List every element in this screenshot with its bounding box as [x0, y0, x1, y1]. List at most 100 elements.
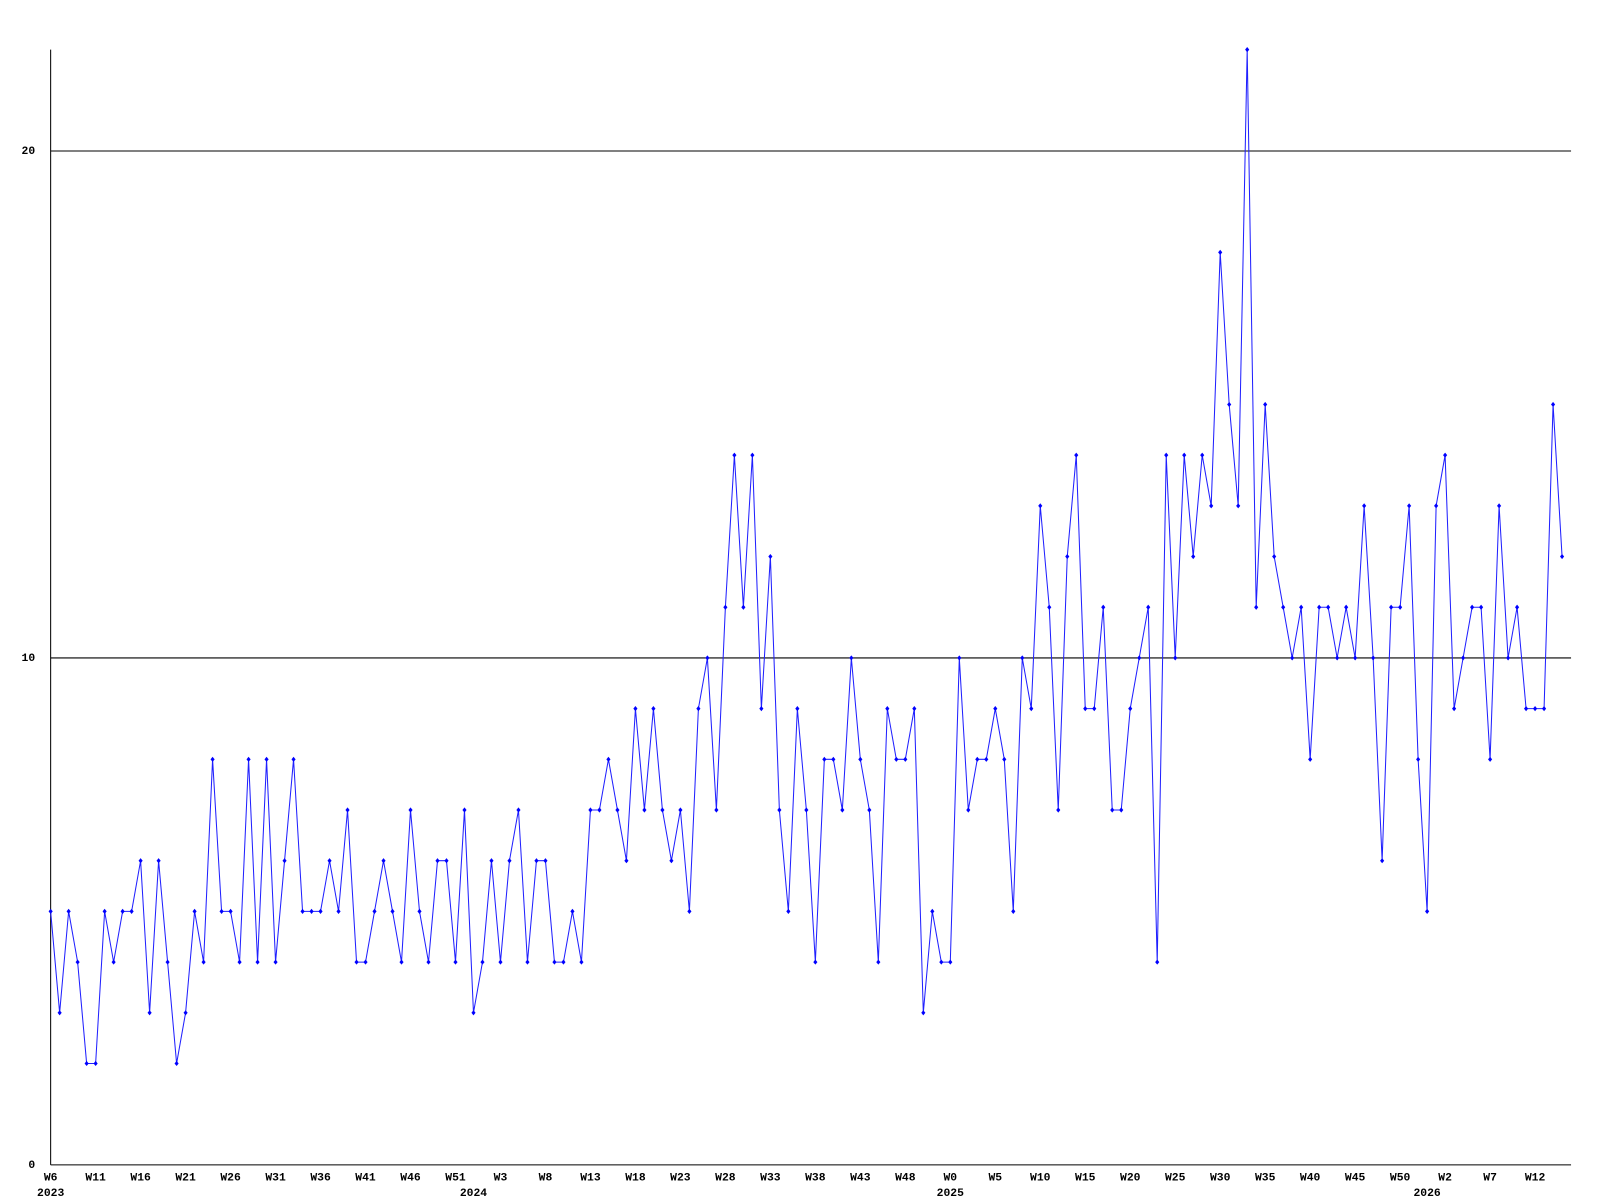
x-tick-label: W13: [580, 1172, 601, 1184]
point: [858, 756, 863, 762]
point: [183, 1010, 188, 1016]
point: [1371, 655, 1376, 661]
point: [102, 908, 107, 914]
point: [426, 959, 431, 965]
x-tick-label: W12: [1525, 1172, 1546, 1184]
point: [507, 858, 512, 864]
point: [1550, 401, 1556, 408]
point: [1559, 553, 1565, 560]
x-tick-label: W3: [494, 1172, 508, 1184]
point: [1425, 908, 1430, 914]
point: [669, 858, 674, 864]
point: [1002, 756, 1007, 762]
x-tick-label: W50: [1390, 1172, 1411, 1184]
point: [156, 858, 161, 864]
point: [1029, 706, 1034, 712]
point: [300, 908, 305, 914]
x-tick-label: W43: [850, 1172, 871, 1184]
point: [1074, 452, 1079, 458]
point: [390, 908, 395, 914]
point: [201, 959, 206, 965]
point: [813, 959, 818, 965]
point: [561, 959, 566, 965]
point: [1083, 706, 1088, 712]
point: [597, 807, 602, 813]
x-tick-label: W48: [895, 1172, 916, 1184]
point: [282, 858, 287, 864]
point: [444, 858, 449, 864]
point: [75, 959, 80, 965]
point: [1011, 908, 1016, 914]
point: [318, 908, 323, 914]
point: [696, 706, 701, 712]
point: [777, 807, 782, 813]
point: [786, 908, 791, 914]
point: [399, 959, 404, 965]
point: [291, 756, 296, 762]
point: [912, 706, 917, 712]
point: [921, 1010, 926, 1016]
year-label: 2025: [937, 1188, 964, 1200]
point: [1362, 503, 1367, 509]
x-tick-label: W2: [1438, 1172, 1452, 1184]
point: [327, 858, 332, 864]
point: [705, 655, 710, 661]
x-tick-label: W36: [310, 1172, 331, 1184]
point: [903, 756, 908, 762]
point: [246, 756, 251, 762]
point: [849, 655, 854, 661]
point: [867, 807, 872, 813]
year-label: 2023: [37, 1188, 64, 1200]
line: [50, 49, 1563, 1064]
point: [1128, 706, 1133, 712]
point: [354, 959, 359, 965]
x-tick-label: W25: [1165, 1172, 1186, 1184]
point: [552, 959, 557, 965]
point: [453, 959, 458, 965]
point: [1146, 604, 1151, 610]
point: [525, 959, 530, 965]
point: [1254, 604, 1259, 610]
point: [1398, 604, 1403, 610]
point: [1272, 553, 1277, 560]
point: [417, 908, 422, 914]
point: [831, 756, 836, 762]
point: [1407, 503, 1412, 509]
x-tick-label: W0: [943, 1172, 957, 1184]
x-tick-label: W18: [625, 1172, 646, 1184]
point: [1461, 655, 1466, 661]
x-tick-label: W40: [1300, 1172, 1321, 1184]
point: [804, 807, 809, 813]
y-tick-label: 10: [22, 653, 36, 665]
point: [93, 1060, 98, 1067]
point: [633, 706, 638, 712]
point: [264, 756, 269, 762]
point: [1353, 655, 1358, 661]
point: [1155, 959, 1160, 965]
point: [1263, 401, 1268, 408]
point: [1020, 655, 1025, 661]
point: [228, 908, 233, 914]
point: [642, 807, 647, 813]
point: [1119, 807, 1124, 813]
point: [1137, 655, 1142, 661]
point: [1326, 604, 1331, 610]
point: [1308, 756, 1313, 762]
point: [678, 807, 683, 813]
point: [1542, 706, 1547, 712]
point: [1209, 503, 1214, 509]
point: [1191, 553, 1196, 560]
point: [687, 908, 692, 914]
y-tick-label: 20: [22, 146, 36, 158]
point: [768, 553, 773, 560]
point: [381, 858, 386, 864]
point: [1533, 706, 1538, 712]
point: [210, 756, 215, 762]
point: [1344, 604, 1349, 610]
x-tick-label: W10: [1030, 1172, 1051, 1184]
point: [1173, 655, 1178, 661]
point: [57, 1010, 62, 1016]
point: [1047, 604, 1052, 610]
x-tick-label: W38: [805, 1172, 826, 1184]
